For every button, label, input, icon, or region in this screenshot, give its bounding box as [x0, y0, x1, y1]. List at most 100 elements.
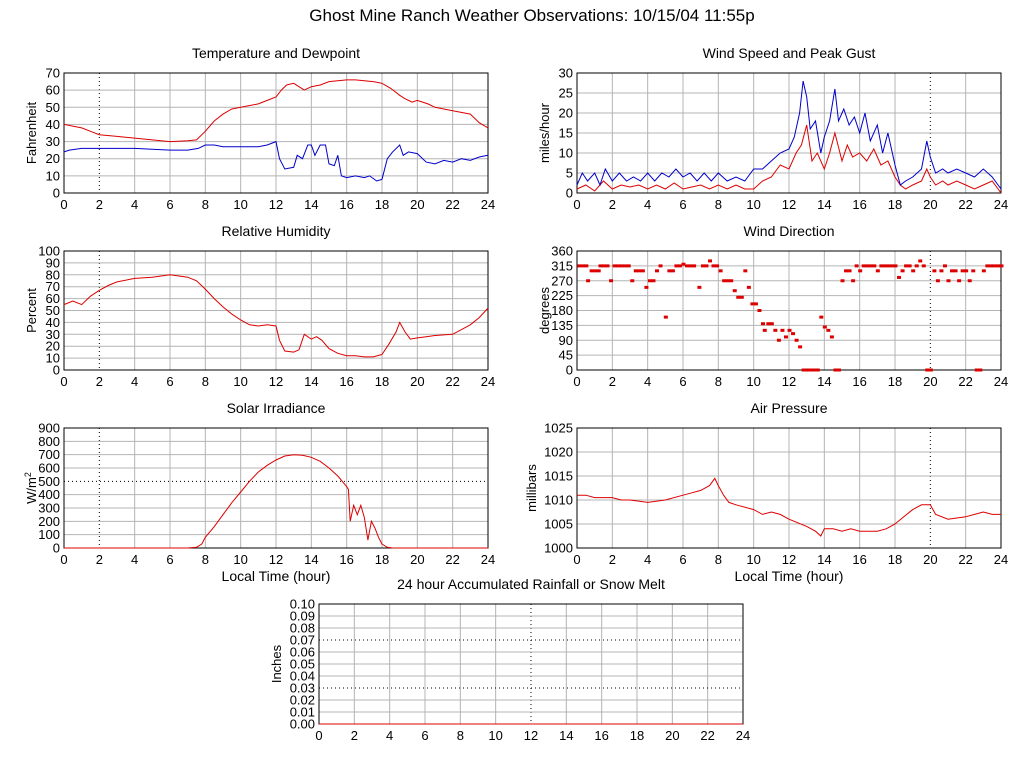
x-tick-label: 2 [96, 374, 103, 389]
x-tick-label: 12 [269, 197, 283, 212]
data-point [780, 328, 785, 332]
data-point [946, 279, 951, 283]
x-tick-label: 18 [375, 374, 389, 389]
data-point [819, 315, 824, 319]
data-point [651, 279, 656, 283]
data-point [858, 269, 863, 273]
x-tick-label: 24 [994, 374, 1008, 389]
chart-title: Solar Irradiance [227, 400, 326, 416]
y-tick-label: 1005 [544, 517, 573, 532]
y-tick-label: 400 [38, 487, 60, 502]
y-tick-label: 50 [46, 303, 60, 318]
data-point [584, 264, 589, 268]
data-point [999, 264, 1004, 268]
x-tick-label: 12 [269, 552, 283, 567]
x-tick-label: 4 [644, 197, 651, 212]
x-tick-label: 18 [375, 197, 389, 212]
series-line-red [576, 124, 1002, 194]
data-point [971, 269, 976, 273]
temperature-chart: 0 2 4 6 8 10 12 14 16 18 20 22 24010203040506070Temp… [24, 45, 495, 212]
x-tick-label: 22 [958, 197, 972, 212]
series-line-red [63, 274, 489, 358]
x-tick-label: 0 [60, 552, 67, 567]
data-point [593, 269, 598, 273]
data-point [787, 328, 792, 332]
data-point [677, 264, 682, 268]
y-tick-label: 20 [559, 106, 573, 121]
data-point [798, 345, 803, 349]
data-point [598, 264, 603, 268]
y-axis-label: miles/hour [537, 102, 552, 163]
data-point [577, 264, 582, 268]
data-point [722, 279, 727, 283]
x-tick-label: 0 [60, 374, 67, 389]
data-point [914, 264, 919, 268]
data-point [840, 279, 845, 283]
data-point [609, 279, 614, 283]
data-point [762, 328, 767, 332]
x-tick-label: 8 [715, 374, 722, 389]
y-tick-label: 100 [38, 244, 60, 259]
series-line-red [577, 477, 1001, 537]
y-tick-label: 80 [46, 267, 60, 282]
x-tick-label: 24 [736, 728, 750, 743]
chart-title: Temperature and Dewpoint [192, 45, 360, 61]
data-point [718, 269, 723, 273]
data-point [736, 295, 741, 299]
x-tick-label: 6 [166, 374, 173, 389]
x-tick-label: 22 [958, 374, 972, 389]
x-tick-label: 18 [375, 552, 389, 567]
data-point [822, 325, 827, 329]
y-tick-label: 70 [46, 66, 60, 81]
y-tick-label: 0 [53, 363, 60, 378]
x-tick-label: 0 [573, 552, 580, 567]
x-tick-label: 8 [202, 552, 209, 567]
y-tick-label: 360 [551, 244, 573, 259]
series-line-red [63, 79, 489, 143]
y-tick-label: 45 [559, 348, 573, 363]
plot-frame [576, 72, 1002, 194]
data-point [708, 259, 712, 263]
data-point [978, 368, 983, 372]
x-tick-label: 6 [166, 552, 173, 567]
y-tick-label: 10 [559, 146, 573, 161]
x-tick-label: 2 [96, 197, 103, 212]
y-axis-label: Inches [269, 644, 284, 683]
data-point [992, 264, 997, 268]
data-point [685, 264, 690, 268]
data-point [700, 264, 705, 268]
data-point [904, 264, 909, 268]
y-tick-label: 20 [46, 339, 60, 354]
data-point [704, 264, 709, 268]
data-point [586, 279, 591, 283]
y-axis-label: Percent [24, 288, 39, 333]
data-point [868, 264, 873, 268]
y-tick-label: 180 [551, 303, 573, 318]
chart-title: Air Pressure [750, 400, 827, 416]
data-point [647, 279, 652, 283]
data-point [942, 264, 947, 268]
y-tick-label: 70 [46, 279, 60, 294]
y-tick-label: 300 [38, 501, 60, 516]
data-point [918, 259, 923, 263]
plot-frame [576, 250, 1002, 371]
x-tick-label: 6 [166, 197, 173, 212]
x-tick-label: 20 [923, 197, 937, 212]
data-point [932, 269, 937, 273]
data-point [812, 368, 817, 372]
data-point [861, 264, 866, 268]
y-tick-label: 0.01 [290, 705, 315, 720]
data-point [644, 285, 649, 289]
x-tick-label: 12 [524, 728, 538, 743]
x-tick-label: 8 [715, 197, 722, 212]
plot-frame [63, 72, 489, 194]
data-point [580, 264, 585, 268]
x-tick-label: 12 [782, 374, 796, 389]
series-line-blue [576, 80, 1002, 190]
data-point [596, 269, 601, 273]
x-tick-label: 24 [481, 552, 495, 567]
x-tick-label: 10 [746, 197, 760, 212]
y-tick-label: 0 [566, 186, 573, 201]
data-point [753, 302, 758, 306]
x-tick-label: 14 [304, 374, 318, 389]
